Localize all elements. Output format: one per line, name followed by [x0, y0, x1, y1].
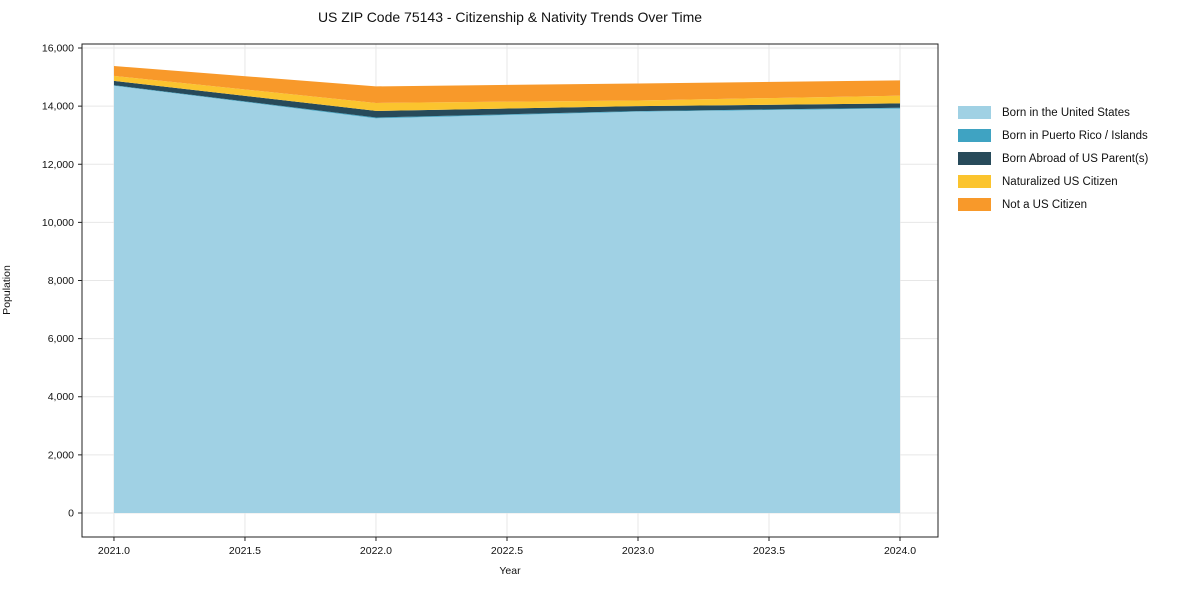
- y-tick-label: 0: [68, 507, 74, 519]
- area-series-2: [113, 80, 901, 118]
- y-tick-label: 2,000: [48, 449, 74, 461]
- x-tick-label: 2021.5: [229, 545, 261, 557]
- legend-label: Naturalized US Citizen: [1002, 175, 1118, 188]
- x-tick-label: 2023.5: [753, 545, 785, 557]
- x-tick-label: 2022.5: [491, 545, 523, 557]
- legend-label: Born in the United States: [1002, 106, 1130, 119]
- legend-item-3: Naturalized US Citizen: [958, 175, 1148, 188]
- legend: Born in the United States Born in Puerto …: [958, 106, 1148, 211]
- x-tick-label: 2024.0: [884, 545, 916, 557]
- y-tick-label: 6,000: [48, 333, 74, 345]
- legend-swatch: [958, 106, 991, 119]
- legend-swatch: [958, 152, 991, 165]
- legend-swatch: [958, 129, 991, 142]
- chart-title: US ZIP Code 75143 - Citizenship & Nativi…: [317, 9, 703, 25]
- plot-border: [81, 43, 939, 538]
- y-tick-label: 4,000: [48, 391, 74, 403]
- x-tick-label: 2022.0: [360, 545, 392, 557]
- legend-label: Born in Puerto Rico / Islands: [1002, 129, 1148, 142]
- x-axis-label: Year: [499, 565, 521, 577]
- legend-item-2: Born Abroad of US Parent(s): [958, 152, 1148, 165]
- area-series-3: [113, 75, 901, 111]
- area-series-4: [113, 66, 901, 103]
- legend-item-4: Not a US Citizen: [958, 198, 1148, 211]
- y-axis-label: Population: [1, 265, 13, 315]
- x-tick-label: 2023.0: [622, 545, 654, 557]
- x-tick-label: 2021.0: [98, 545, 130, 557]
- legend-item-0: Born in the United States: [958, 106, 1148, 119]
- area-series-0: [113, 85, 901, 513]
- legend-swatch: [958, 198, 991, 211]
- y-tick-label: 10,000: [42, 217, 74, 229]
- y-tick-label: 16,000: [42, 43, 74, 55]
- legend-item-1: Born in Puerto Rico / Islands: [958, 129, 1148, 142]
- y-tick-label: 12,000: [42, 159, 74, 171]
- y-tick-label: 8,000: [48, 275, 74, 287]
- legend-swatch: [958, 175, 991, 188]
- legend-label: Not a US Citizen: [1002, 198, 1088, 211]
- legend-label: Born Abroad of US Parent(s): [1002, 152, 1149, 165]
- area-series-1: [113, 85, 901, 119]
- y-tick-label: 14,000: [42, 101, 74, 113]
